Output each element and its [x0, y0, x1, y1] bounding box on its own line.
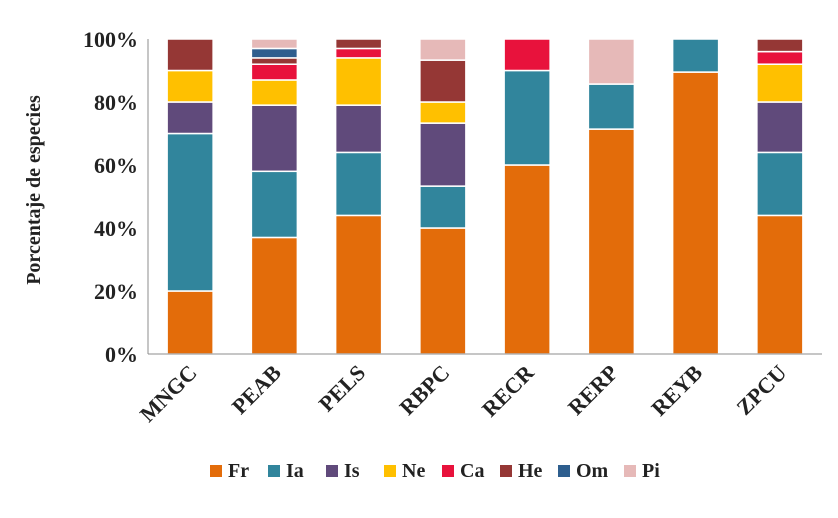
- legend-label-ia: Ia: [286, 460, 304, 482]
- x-tick-label-recr: RECR: [477, 359, 540, 422]
- bar-segment-pels-is: [334, 104, 383, 154]
- legend-label-om: Om: [576, 460, 609, 482]
- y-tick-label: 60%: [94, 153, 138, 178]
- bar-segment-peab-pi: [250, 38, 299, 50]
- bar-segment-rerp-ia: [587, 83, 636, 130]
- legend-swatch-he: [500, 465, 512, 477]
- x-tick-labels: MNGC PEAB PELS RBPC RECR RERP REYB ZPCU: [135, 359, 792, 427]
- bar-segment-peab-he: [250, 57, 299, 65]
- bar-segment-zpcu-ne: [756, 63, 804, 103]
- x-tick-label-zpcu: ZPCU: [731, 360, 791, 420]
- legend: Fr Ia Is Ne Ca He Om Pi: [210, 460, 660, 482]
- legend-label-pi: Pi: [642, 460, 660, 482]
- bar-segment-pels-ia: [334, 151, 383, 217]
- bar-segment-peab-om: [250, 47, 299, 59]
- y-tick-label: 80%: [94, 90, 138, 115]
- legend-swatch-pi: [624, 465, 636, 477]
- bar-segment-rbpc-is: [419, 122, 467, 187]
- legend-swatch-ia: [268, 465, 280, 477]
- bar-segment-rerp-fr: [587, 128, 636, 355]
- y-tick-label: 100%: [83, 27, 138, 52]
- legend-swatch-om: [558, 465, 570, 477]
- bar-segment-pels-he: [334, 38, 383, 50]
- y-axis-label: Porcentaje de especies: [23, 95, 45, 285]
- y-tick-label: 20%: [94, 279, 138, 304]
- x-tick-label-peab: PEAB: [227, 360, 286, 419]
- bar-segment-peab-ca: [250, 63, 299, 81]
- bar-segment-mngc-is: [166, 101, 214, 135]
- bar-segment-rbpc-fr: [419, 227, 467, 355]
- bar-segment-recr-fr: [503, 164, 551, 355]
- bars-layer: [166, 38, 804, 355]
- bar-segment-mngc-ne: [166, 69, 214, 103]
- bar-segment-reyb-fr: [671, 71, 720, 355]
- x-tick-label-reyb: REYB: [646, 360, 707, 421]
- legend-label-ne: Ne: [402, 460, 425, 482]
- legend-swatch-ne: [384, 465, 396, 477]
- legend-label-fr: Fr: [228, 460, 249, 482]
- bar-segment-zpcu-he: [756, 38, 804, 53]
- bar-segment-zpcu-ca: [756, 50, 804, 65]
- legend-swatch-is: [326, 465, 338, 477]
- legend-label-ca: Ca: [460, 460, 484, 482]
- y-tick-label: 0%: [105, 342, 138, 367]
- bar-segment-reyb-ia: [671, 38, 720, 73]
- legend-swatch-ca: [442, 465, 454, 477]
- bar-segment-rbpc-ne: [419, 101, 467, 124]
- x-tick-label-rbpc: RBPC: [394, 360, 454, 420]
- legend-label-is: Is: [344, 460, 360, 482]
- bar-segment-zpcu-is: [756, 101, 804, 154]
- bar-segment-pels-fr: [334, 214, 383, 355]
- x-tick-label-mngc: MNGC: [135, 360, 202, 427]
- bar-segment-zpcu-ia: [756, 151, 804, 217]
- bar-segment-recr-ca: [503, 38, 551, 72]
- bar-segment-rbpc-he: [419, 59, 467, 103]
- x-tick-label-rerp: RERP: [563, 360, 623, 420]
- bar-segment-zpcu-fr: [756, 214, 804, 355]
- x-tick-label-pels: PELS: [314, 360, 371, 417]
- legend-swatch-fr: [210, 465, 222, 477]
- bar-segment-peab-ne: [250, 79, 299, 106]
- bar-segment-mngc-fr: [166, 290, 214, 355]
- bar-segment-mngc-ia: [166, 132, 214, 292]
- y-tick-label: 40%: [94, 216, 138, 241]
- axes-layer: [147, 39, 822, 355]
- y-tick-labels: 0% 20% 40% 60% 80% 100%: [83, 27, 138, 367]
- bar-segment-rbpc-ia: [419, 185, 467, 229]
- legend-label-he: He: [518, 460, 543, 482]
- bar-segment-peab-is: [250, 104, 299, 173]
- bar-segment-recr-ia: [503, 69, 551, 166]
- bar-segment-rerp-pi: [587, 38, 636, 85]
- bar-segment-peab-ia: [250, 170, 299, 239]
- bar-segment-mngc-he: [166, 38, 214, 72]
- bar-segment-pels-ne: [334, 57, 383, 106]
- bar-segment-peab-fr: [250, 236, 299, 355]
- bar-segment-rbpc-pi: [419, 38, 467, 61]
- bar-segment-pels-ca: [334, 47, 383, 59]
